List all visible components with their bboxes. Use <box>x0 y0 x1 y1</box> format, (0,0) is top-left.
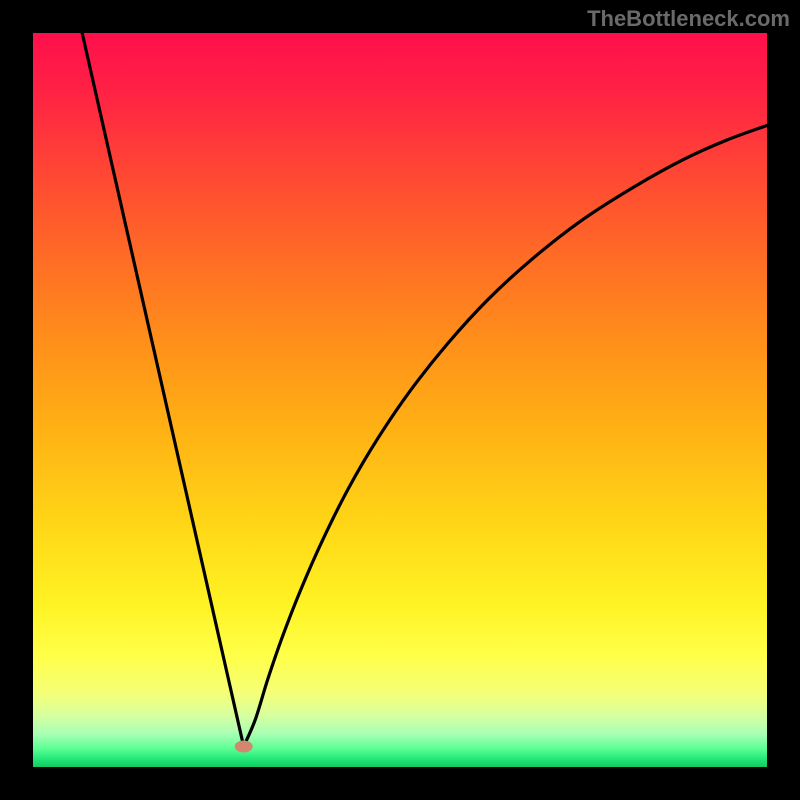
plot-area <box>33 33 767 767</box>
minimum-marker <box>235 740 253 752</box>
bottleneck-curve-chart <box>33 33 767 767</box>
chart-wrapper: TheBottleneck.com <box>0 0 800 800</box>
watermark-text: TheBottleneck.com <box>587 6 790 32</box>
bottleneck-curve <box>82 33 767 746</box>
